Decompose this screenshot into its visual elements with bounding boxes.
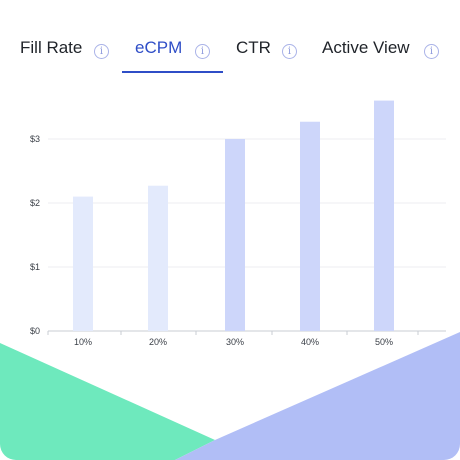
tab-ctr[interactable]: CTR (236, 38, 271, 74)
y-tick-label: $0 (30, 326, 40, 336)
metric-tabs: Fill Rate i eCPM i CTR i Active View i (0, 0, 460, 80)
tab-active-view-label: Active View (322, 38, 410, 57)
bar (148, 185, 168, 331)
tab-ecpm[interactable]: eCPM (135, 38, 182, 74)
x-tick-label: 50% (375, 337, 393, 347)
bar (374, 100, 394, 331)
y-tick-label: $2 (30, 198, 40, 208)
info-icon[interactable]: i (94, 44, 109, 59)
x-tick-label: 20% (149, 337, 167, 347)
blue-triangle-shape (175, 332, 460, 460)
info-icon[interactable]: i (195, 44, 210, 59)
bar (300, 121, 320, 331)
tab-ctr-label: CTR (236, 38, 271, 57)
active-tab-underline (122, 71, 223, 73)
tab-fill-rate-label: Fill Rate (20, 38, 83, 57)
ecpm-bar-chart: $0 $1 $2 $3 10% 20% 30% 40% 50% (30, 100, 446, 347)
bar (73, 196, 93, 331)
y-tick-label: $3 (30, 134, 40, 144)
x-tick-label: 30% (226, 337, 244, 347)
x-tick-label: 40% (301, 337, 319, 347)
green-triangle-shape (0, 343, 215, 460)
tab-active-view[interactable]: Active View (322, 38, 410, 74)
info-icon[interactable]: i (424, 44, 439, 59)
info-icon[interactable]: i (282, 44, 297, 59)
tab-fill-rate[interactable]: Fill Rate (20, 38, 82, 74)
tab-ecpm-label: eCPM (135, 38, 183, 57)
y-tick-label: $1 (30, 262, 40, 272)
x-tick-label: 10% (74, 337, 92, 347)
bar (225, 139, 245, 331)
